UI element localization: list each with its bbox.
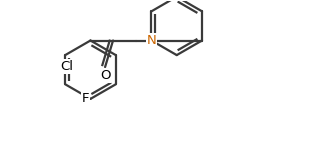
Text: F: F	[82, 92, 89, 105]
Text: O: O	[100, 69, 110, 82]
Text: Cl: Cl	[60, 60, 73, 73]
Text: N: N	[146, 34, 156, 47]
